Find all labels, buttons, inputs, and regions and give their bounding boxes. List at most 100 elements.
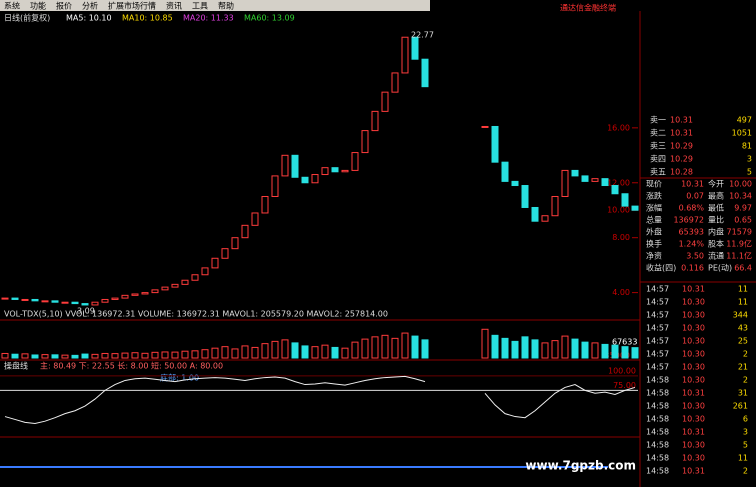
stat-label: 总量 <box>646 215 662 225</box>
volume-bar <box>141 352 149 359</box>
stat-label: 换手 <box>646 239 662 249</box>
indicator-line <box>4 375 426 425</box>
volume-bar <box>601 343 609 359</box>
stat-value: 0.68% <box>679 204 705 213</box>
candle <box>491 125 499 163</box>
menu-item[interactable]: 资讯 <box>166 1 182 11</box>
tick-volume: 5 <box>743 441 748 450</box>
candle <box>521 185 529 208</box>
candle <box>211 257 219 269</box>
menu-item[interactable]: 帮助 <box>218 1 234 11</box>
volume-bar <box>351 341 359 359</box>
candle <box>181 279 189 285</box>
candle <box>51 300 59 303</box>
stat-value: 66.4 <box>734 264 752 273</box>
menu-item[interactable]: 功能 <box>30 1 46 11</box>
ask-volume: 3 <box>747 155 752 164</box>
ask-volume: 81 <box>742 142 752 151</box>
volume-bar <box>411 335 419 359</box>
candle <box>481 125 489 128</box>
stat-value: 0.07 <box>686 192 704 201</box>
candle <box>421 58 429 88</box>
ma-label: MA20: 11.33 <box>183 14 234 23</box>
ma-label: MA10: 10.85 <box>122 14 173 23</box>
volume-bar <box>261 343 269 359</box>
volume-bar <box>121 352 129 359</box>
volume-bar <box>1 352 9 359</box>
menu-item[interactable]: 系统 <box>4 1 20 11</box>
ask-volume: 5 <box>747 168 752 177</box>
tick-price: 10.30 <box>682 415 705 424</box>
volume-bar <box>361 338 369 359</box>
stat-label: 收益(四) <box>646 263 676 273</box>
candle <box>111 297 119 300</box>
candle <box>291 154 299 178</box>
tick-volume: 31 <box>738 389 748 398</box>
candle <box>1 297 9 300</box>
tick-time: 14:57 <box>646 350 669 359</box>
volume-bar <box>231 348 239 359</box>
tick-time: 14:57 <box>646 324 669 333</box>
candle <box>131 293 139 296</box>
candle <box>501 161 509 182</box>
stat-value: 136972 <box>673 216 704 225</box>
candle <box>41 300 49 303</box>
candle <box>561 169 569 197</box>
candle <box>371 110 379 132</box>
chart-title: 日线(前复权) <box>4 13 50 23</box>
candle <box>101 298 109 303</box>
ask-price: 10.31 <box>670 129 693 138</box>
tick-time: 14:58 <box>646 376 669 385</box>
stat-value: 3.50 <box>686 252 704 261</box>
volume-bar <box>191 350 199 359</box>
stat-value: 9.97 <box>734 204 752 213</box>
menu-item[interactable]: 分析 <box>82 1 98 11</box>
stat-value: 65393 <box>679 228 704 237</box>
candle <box>171 283 179 288</box>
volume-bar <box>81 353 89 359</box>
candle <box>381 91 389 112</box>
volume-bar <box>481 328 489 359</box>
ask-price: 10.28 <box>670 168 693 177</box>
volume-bar <box>41 354 49 359</box>
tick-volume: 2 <box>743 376 748 385</box>
volume-bar <box>161 351 169 359</box>
tick-time: 14:58 <box>646 428 669 437</box>
tick-time: 14:58 <box>646 389 669 398</box>
tick-price: 10.30 <box>682 454 705 463</box>
high-label: 22.77 <box>411 30 434 39</box>
volume-bar <box>11 353 19 359</box>
indicator-params: 主: 80.49 下: 22.55 长: 8.00 短: 50.00 A: 80… <box>40 361 223 371</box>
volume-bar <box>111 353 119 359</box>
tick-time: 14:58 <box>646 467 669 476</box>
candle <box>61 301 69 304</box>
volume-bar <box>551 340 559 359</box>
ask-label: 卖三 <box>650 142 666 151</box>
tick-price: 10.30 <box>682 441 705 450</box>
volume-bar <box>581 341 589 359</box>
candle <box>611 185 619 195</box>
candle <box>621 193 629 207</box>
candle <box>191 274 199 281</box>
stat-label: 净资 <box>646 251 662 261</box>
volume-bar <box>251 346 259 359</box>
tick-price: 10.30 <box>682 376 705 385</box>
tick-price: 10.30 <box>682 402 705 411</box>
menu-item[interactable]: 扩展市场行情 <box>108 1 156 11</box>
volume-bar <box>561 335 569 359</box>
volume-bar <box>331 346 339 359</box>
menu-item[interactable]: 报价 <box>56 1 72 11</box>
menu-item[interactable]: 工具 <box>192 2 208 11</box>
tick-volume: 11 <box>738 285 748 294</box>
volume-bar <box>21 353 29 359</box>
candle <box>401 36 409 74</box>
volume-bar <box>311 346 319 359</box>
tick-volume: 261 <box>733 402 748 411</box>
stat-label: 今开 <box>708 179 724 189</box>
volume-bar <box>571 338 579 359</box>
candle <box>391 72 399 93</box>
candle <box>11 297 19 300</box>
tick-time: 14:58 <box>646 402 669 411</box>
candle <box>331 167 339 173</box>
